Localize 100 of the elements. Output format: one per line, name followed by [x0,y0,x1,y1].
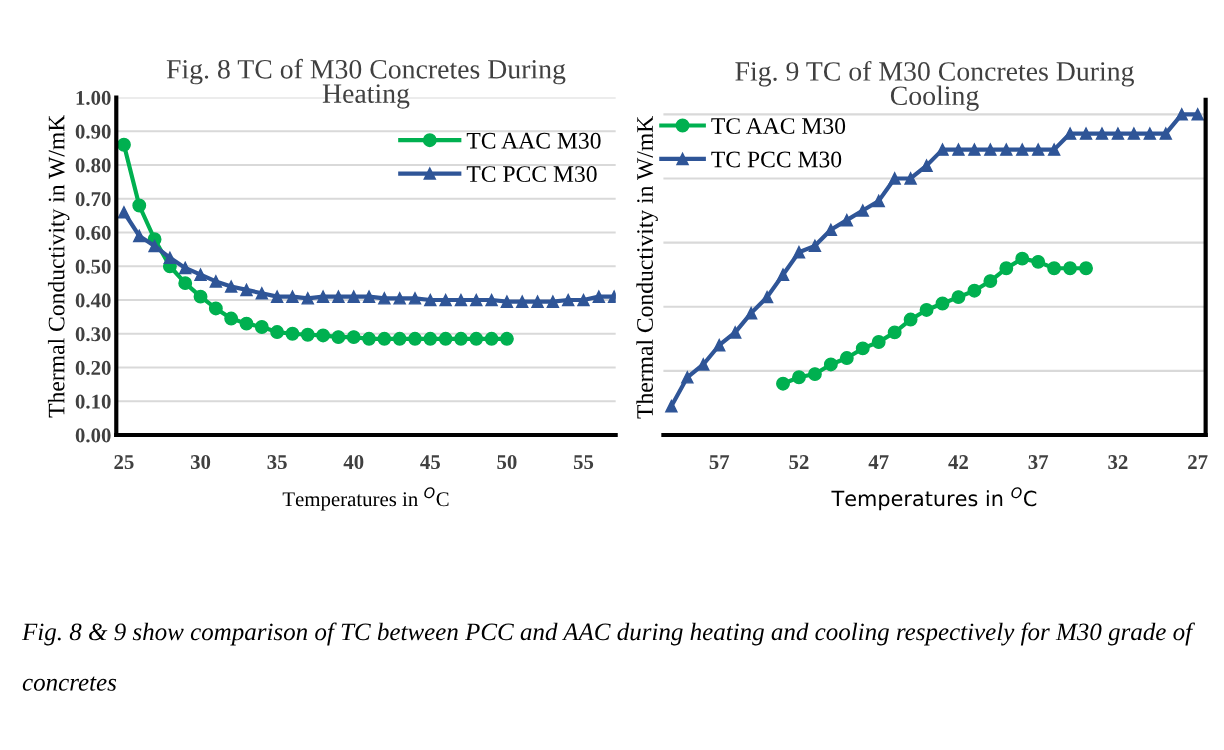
point [1031,254,1046,269]
point [776,268,790,281]
point [888,172,901,185]
y-axis-title: Thermal Conductivity in W/mK [47,114,70,418]
point [999,261,1014,276]
point [423,331,438,346]
point [439,293,452,307]
point [469,331,484,346]
point [178,276,193,291]
point [515,295,529,308]
point [1063,127,1077,140]
point [347,290,360,303]
point [438,331,453,346]
point [792,370,806,385]
point [840,213,854,227]
point [148,239,161,253]
point [1063,261,1078,276]
x-tick-label: 27 [1188,455,1208,469]
point [470,293,483,307]
point [807,367,822,382]
point [792,245,806,259]
point [776,376,790,391]
point [224,311,239,326]
x-tick-label: 57 [709,455,730,470]
x-tick-label: 30 [190,455,211,470]
y-tick-label: 0.80 [75,158,111,173]
point [132,198,147,213]
point [255,286,269,300]
point [855,341,870,356]
y-tick-label: 0.50 [75,259,111,274]
point [485,293,498,307]
text: Fig. 8 & 9 show comparison of TC between PCC and AAC during heating and cooling respectively for M30 grade of concretes [21,622,1195,691]
point [935,296,950,311]
x-tick-label: 32 [1108,455,1128,470]
point [1015,251,1030,266]
point [194,268,207,281]
point [1191,108,1204,121]
point [270,290,284,303]
point [561,293,575,307]
legend-label: TC PCC M30 [711,151,842,168]
point [117,205,131,219]
point [300,327,315,342]
chart-title: Fig. 8 TC of M30 Concretes During Heating [166,58,566,109]
x-tick-label: 55 [573,455,594,470]
point [254,320,269,334]
point [362,290,376,303]
point [577,293,590,307]
point [424,293,437,307]
point [665,399,678,413]
point [116,137,131,152]
point [697,358,710,371]
x-axis-title: Temperatures in $^{O}$C [831,487,1037,511]
point [1047,261,1062,276]
point [286,290,299,303]
point [919,302,934,317]
point [904,172,917,185]
point [871,335,886,349]
y-tick-label: 0.70 [75,192,111,207]
point [983,274,998,289]
y-tick-label: 0.90 [75,124,111,139]
y-axis-title: Thermal Conductivity in W/mK [636,116,658,419]
point [408,331,422,346]
point [531,295,544,308]
point [500,295,514,308]
point [316,328,331,343]
x-tick-label: 45 [420,455,440,470]
point [823,357,838,372]
y-tick-label: 0.60 [75,225,111,241]
point [377,331,392,346]
x-axis-title: Temperatures in $^{O}$C [282,487,449,511]
point [808,239,822,253]
point [208,301,223,316]
y-tick-label: 0.20 [75,360,111,376]
point [316,290,330,303]
point [936,143,949,156]
point [332,290,345,303]
y-tick-label: 0.40 [75,293,111,308]
point [856,204,870,217]
point [392,331,407,346]
legend-label: TC AAC M30 [711,118,846,135]
chart-title: Fig. 9 TC of M30 Concretes During Cooling [735,60,1134,111]
x-tick-label: 52 [789,455,809,470]
point [1175,108,1188,121]
point [967,283,982,298]
y-tick-label: 1.00 [76,90,111,106]
point [1000,143,1013,156]
point [393,292,406,305]
x-tick-label: 37 [1028,455,1049,470]
point [1031,143,1045,156]
y-tick-label: 0.10 [75,394,111,409]
point [362,331,376,346]
point [968,143,981,156]
point [728,326,742,339]
point [193,289,208,304]
point [1015,143,1029,156]
legend-label: TC AAC M30 [466,132,601,149]
point [1095,127,1109,140]
point [952,143,965,156]
point [760,290,774,304]
x-tick-label: 25 [114,455,134,470]
